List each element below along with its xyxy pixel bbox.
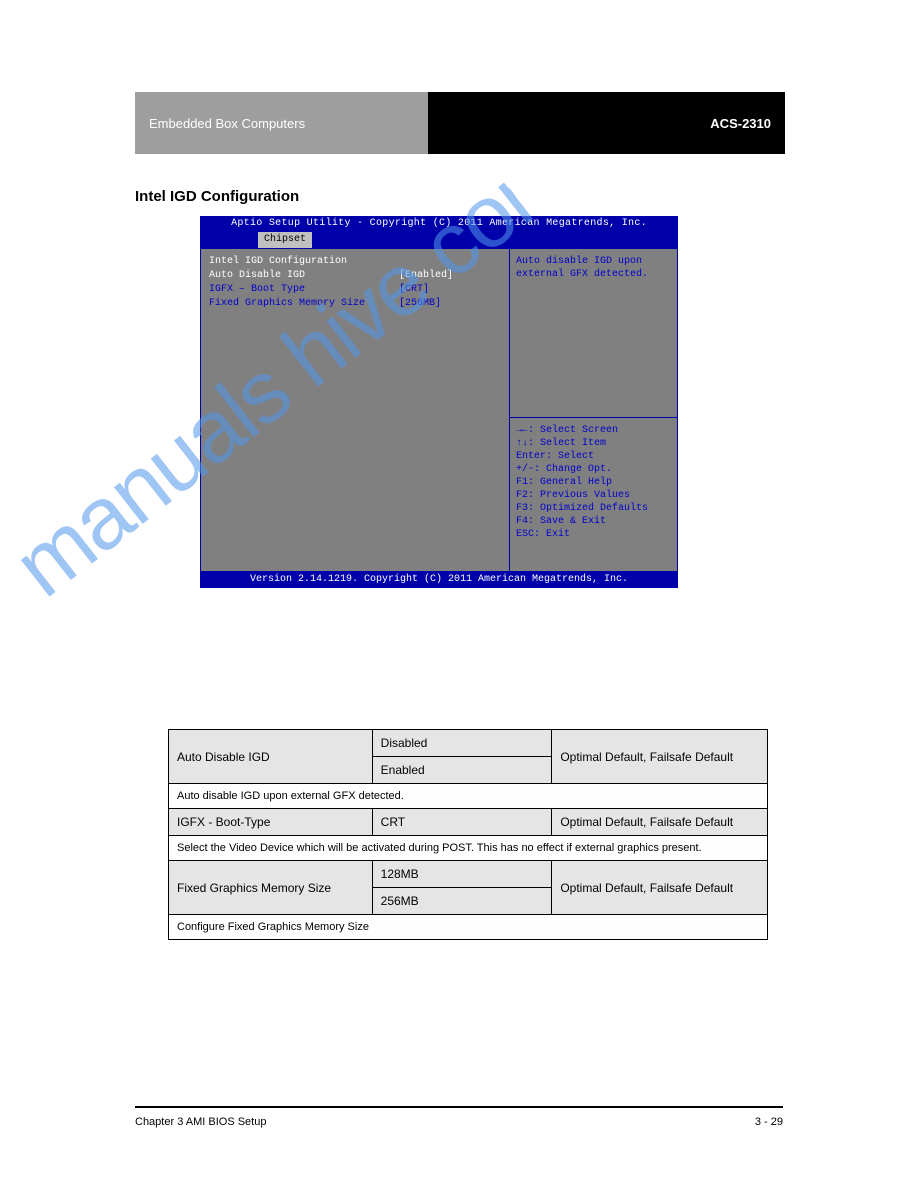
bios-key-line: →←: Select Screen — [516, 424, 671, 437]
table-option-value: Disabled — [372, 730, 552, 757]
bios-tabbar: Chipset — [200, 232, 678, 248]
opt-label[interactable]: Fixed Graphics Memory Size — [209, 297, 399, 311]
table-option-default: Optimal Default, Failsafe Default — [552, 861, 768, 915]
bios-key-line: ↑↓: Select Item — [516, 437, 671, 450]
footer-page-number: 3 - 29 — [755, 1116, 783, 1128]
tab-chipset[interactable]: Chipset — [258, 232, 312, 248]
opt-label[interactable]: IGFX – Boot Type — [209, 283, 399, 297]
header-left: Embedded Box Computers — [135, 92, 428, 154]
bios-right-pane: Auto disable IGD upon external GFX detec… — [509, 249, 677, 571]
bios-key-line: F3: Optimized Defaults — [516, 502, 671, 515]
bios-left-pane: Intel IGD Configuration Auto Disable IGD… — [201, 249, 509, 571]
table-option-label: IGFX - Boot-Type — [169, 809, 373, 836]
table-option-description: Configure Fixed Graphics Memory Size — [169, 915, 768, 940]
opt-value[interactable]: [Enabled] — [399, 269, 453, 283]
table-option-label: Auto Disable IGD — [169, 730, 373, 784]
table-option-value: CRT — [372, 809, 552, 836]
table-option-default: Optimal Default, Failsafe Default — [552, 730, 768, 784]
bios-screenshot: Aptio Setup Utility - Copyright (C) 2011… — [200, 216, 678, 588]
bios-help-text: Auto disable IGD upon external GFX detec… — [510, 249, 677, 418]
opt-value[interactable]: [256MB] — [399, 297, 441, 311]
bios-title: Aptio Setup Utility - Copyright (C) 2011… — [200, 216, 678, 232]
footer-chapter: Chapter 3 AMI BIOS Setup — [135, 1116, 266, 1128]
bios-key-line: ESC: Exit — [516, 528, 671, 541]
bios-key-line: F4: Save & Exit — [516, 515, 671, 528]
page-footer: Chapter 3 AMI BIOS Setup 3 - 29 — [135, 1106, 783, 1128]
section-title: Intel IGD Configuration — [135, 188, 299, 205]
bios-key-line: Enter: Select — [516, 450, 671, 463]
bios-key-line: +/-: Change Opt. — [516, 463, 671, 476]
bios-key-line: F2: Previous Values — [516, 489, 671, 502]
page-header: Embedded Box Computers ACS-2310 — [135, 92, 785, 154]
bios-body: Intel IGD Configuration Auto Disable IGD… — [200, 248, 678, 572]
bios-footer: Version 2.14.1219. Copyright (C) 2011 Am… — [200, 572, 678, 588]
table-option-value: Enabled — [372, 757, 552, 784]
table-option-value: 256MB — [372, 888, 552, 915]
table-option-description: Auto disable IGD upon external GFX detec… — [169, 784, 768, 809]
table-option-label: Fixed Graphics Memory Size — [169, 861, 373, 915]
table-option-default: Optimal Default, Failsafe Default — [552, 809, 768, 836]
bios-key-help: →←: Select Screen↑↓: Select ItemEnter: S… — [510, 418, 677, 571]
opt-label[interactable]: Auto Disable IGD — [209, 269, 399, 283]
opt-value[interactable]: [CRT] — [399, 283, 429, 297]
table-option-description: Select the Video Device which will be ac… — [169, 836, 768, 861]
bios-key-line: F1: General Help — [516, 476, 671, 489]
table-option-value: 128MB — [372, 861, 552, 888]
settings-table: Auto Disable IGDDisabledOptimal Default,… — [168, 729, 768, 940]
header-right: ACS-2310 — [428, 92, 786, 154]
bios-heading: Intel IGD Configuration — [209, 255, 501, 269]
